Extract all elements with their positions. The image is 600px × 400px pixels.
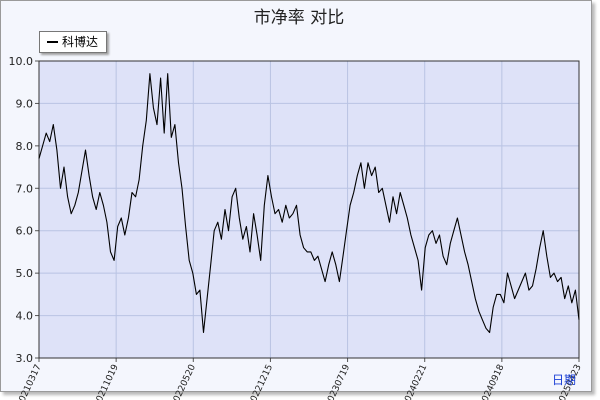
legend: 科博达 bbox=[39, 31, 108, 53]
x-axis-label: 日期 bbox=[552, 373, 576, 387]
y-tick-label: 9.0 bbox=[16, 97, 34, 110]
y-tick-label: 5.0 bbox=[16, 267, 34, 280]
plot-border bbox=[38, 60, 580, 359]
legend-line-swatch bbox=[47, 40, 58, 43]
x-tick-label: 20230719 bbox=[324, 363, 353, 400]
series-line bbox=[38, 73, 580, 334]
x-tick-label: 20210317 bbox=[15, 363, 43, 400]
y-tick-label: 6.0 bbox=[16, 225, 34, 238]
y-tick-label: 10.0 bbox=[9, 55, 34, 68]
x-tick-label: 20220520 bbox=[170, 363, 199, 400]
plot-area bbox=[39, 61, 579, 358]
x-tick-label: 20211019 bbox=[92, 363, 121, 400]
legend-label: 科博达 bbox=[62, 35, 99, 49]
y-tick-label: 4.0 bbox=[16, 310, 34, 323]
x-tick-label: 20221215 bbox=[247, 363, 275, 400]
y-tick-label: 8.0 bbox=[16, 140, 34, 153]
chart-title: 市净率 对比 bbox=[253, 8, 345, 28]
x-tick-label: 20240918 bbox=[478, 363, 507, 400]
x-tick-label: 20240221 bbox=[401, 363, 429, 400]
y-tick-label: 7.0 bbox=[16, 182, 34, 195]
y-tick-label: 3.0 bbox=[16, 352, 34, 365]
